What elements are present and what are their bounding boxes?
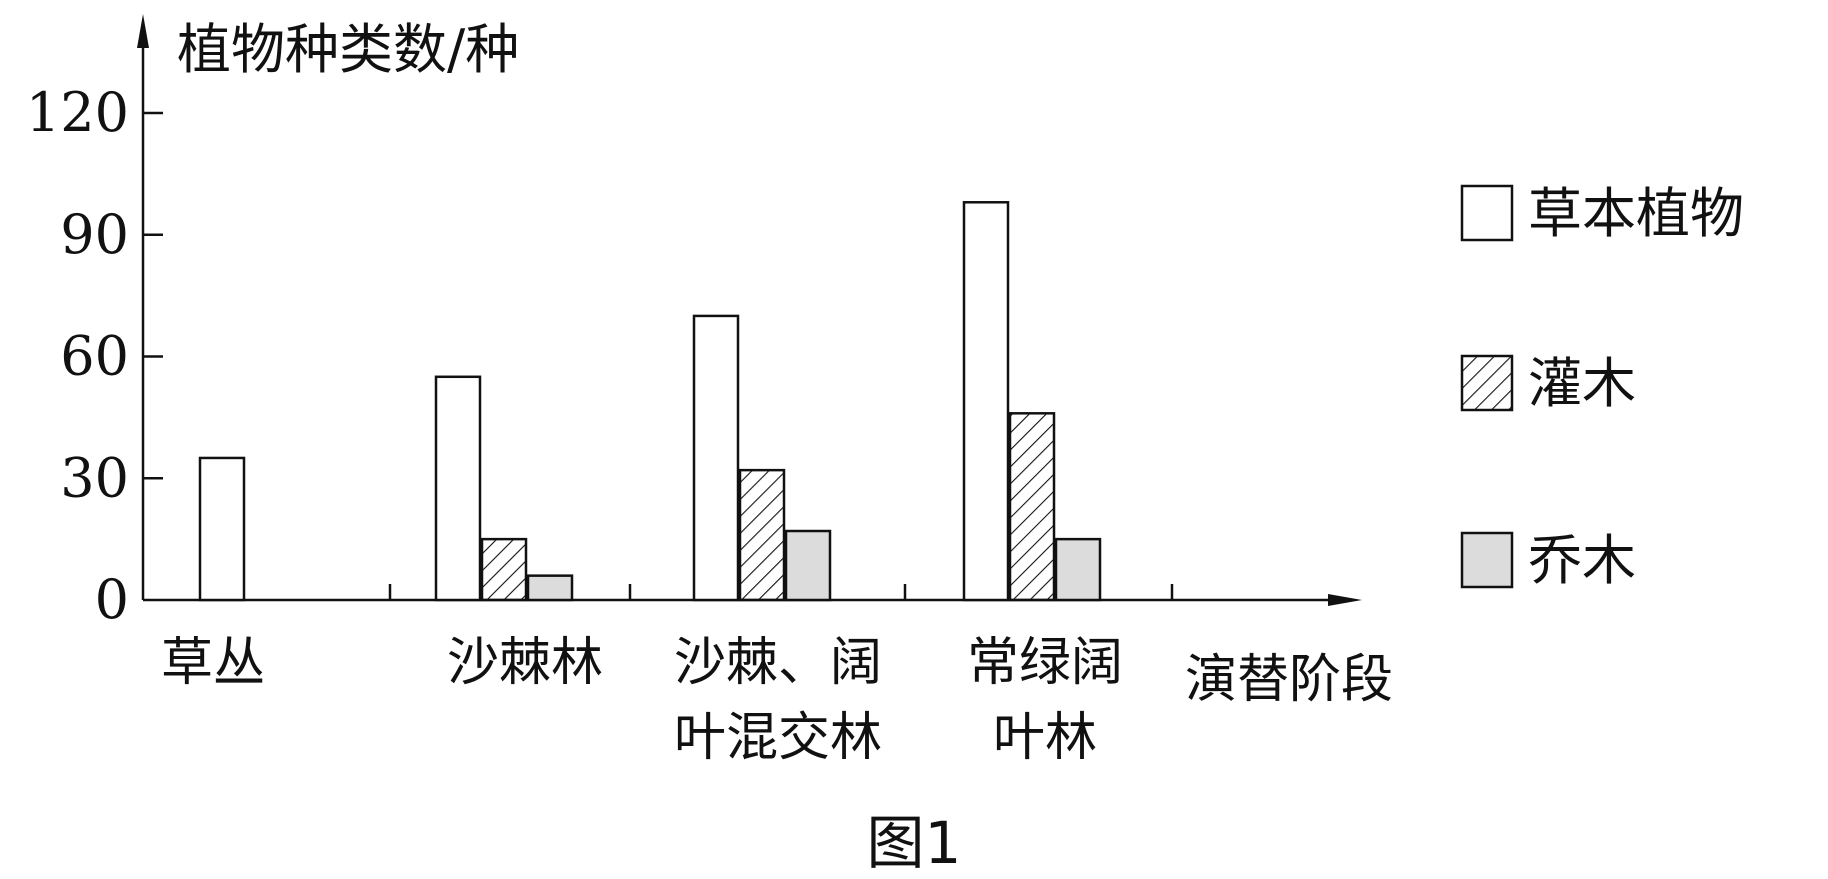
legend-label: 乔木	[1528, 529, 1636, 592]
bar-gray	[784, 529, 832, 602]
legend-swatch-open	[1460, 184, 1514, 242]
bar-gray	[1054, 537, 1102, 602]
y-tick-label: 0	[95, 568, 129, 631]
category-label: 沙棘林	[447, 633, 603, 693]
bar-hatched	[1008, 412, 1056, 602]
bar-gray	[526, 574, 574, 602]
legend-swatch-gray	[1460, 531, 1514, 589]
category-label: 叶林	[993, 708, 1097, 768]
y-tick-label: 90	[60, 203, 129, 266]
y-axis-arrow	[137, 14, 149, 48]
x-axis-arrow	[1328, 594, 1362, 606]
category-label: 常绿阔	[967, 633, 1123, 693]
bar-open	[198, 456, 246, 602]
legend-swatch-hatched	[1460, 354, 1514, 412]
x-axis-title: 演替阶段	[1185, 650, 1393, 710]
bar-hatched	[480, 537, 528, 602]
bar-hatched	[738, 468, 786, 602]
bar-open	[962, 201, 1010, 602]
category-label: 草丛	[161, 633, 265, 693]
bar-open	[692, 314, 740, 602]
y-tick-label: 120	[26, 81, 129, 144]
legend-label: 灌木	[1528, 352, 1636, 415]
bars	[198, 201, 1102, 602]
category-label: 叶混交林	[674, 708, 882, 768]
y-tick-label: 60	[60, 325, 129, 388]
y-tick-label: 30	[60, 446, 129, 509]
category-label: 沙棘、阔	[674, 633, 882, 693]
bar-open	[434, 375, 482, 602]
legend-label: 草本植物	[1528, 182, 1744, 245]
figure-caption: 图1	[867, 809, 962, 877]
y-axis-title: 植物种类数/种	[177, 18, 519, 81]
